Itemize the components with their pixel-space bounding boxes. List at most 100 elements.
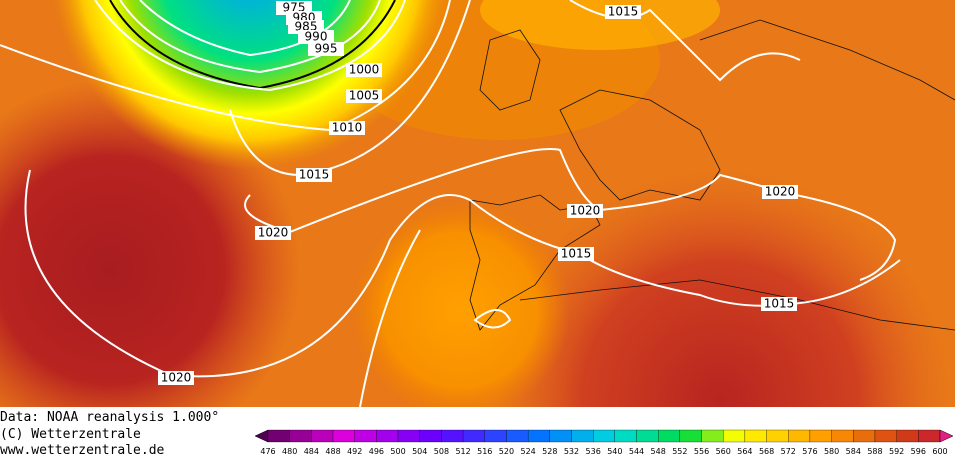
legend-swatch	[484, 429, 507, 443]
legend-label: 580	[824, 447, 839, 456]
legend-swatch	[636, 429, 659, 443]
legend-swatch	[354, 429, 377, 443]
legend-label: 500	[390, 447, 405, 456]
legend-swatch	[593, 429, 615, 443]
isobar-label: 1015	[608, 5, 639, 19]
legend-swatch	[918, 429, 941, 443]
isobar-label: 1020	[161, 371, 192, 385]
coastlines	[469, 19, 955, 331]
website: www.wetterzentrale.de	[0, 443, 165, 457]
isobar-label-box	[298, 30, 334, 44]
isobar-label: 1015	[299, 168, 330, 182]
color-legend: 476 480 484 488 492 496 500 504 508 512 516 520 524 5…	[254, 429, 954, 456]
legend-label: 556	[694, 447, 709, 456]
legend-swatch	[506, 429, 529, 443]
legend-swatch	[679, 429, 702, 443]
isobar-label-box	[158, 371, 194, 385]
map-background	[0, 0, 955, 407]
legend-swatch	[658, 429, 681, 443]
legend-label: 484	[304, 447, 319, 456]
legend-label: 508	[434, 447, 449, 456]
isobar-label: 990	[305, 30, 328, 44]
legend-label: 480	[282, 447, 297, 456]
legend-label: 576	[802, 447, 817, 456]
isobar-label-box	[558, 247, 594, 261]
legend-swatch	[571, 429, 594, 443]
legend-label: 532	[564, 447, 579, 456]
isobar-label: 1010	[332, 121, 363, 135]
legend-swatch	[332, 429, 355, 443]
legend-swatch	[853, 429, 876, 443]
legend-swatch	[723, 429, 746, 443]
legend-label: 544	[629, 447, 644, 456]
isobar-label: 1020	[570, 204, 601, 218]
legend-label: 492	[347, 447, 362, 456]
legend-label: 564	[737, 447, 752, 456]
legend-label: 520	[499, 447, 514, 456]
isobar-label: 1015	[561, 247, 592, 261]
isobar-labels: 9759809859909951000100510101015102010201…	[158, 1, 798, 385]
isobar-label: 1020	[258, 226, 289, 240]
isobar-label-box	[567, 204, 603, 218]
legend-label: 588	[867, 447, 882, 456]
legend-label: 584	[846, 447, 861, 456]
legend-label: 488	[325, 447, 340, 456]
legend-swatch	[267, 429, 290, 443]
legend-swatch	[376, 429, 399, 443]
legend-label: 496	[369, 447, 384, 456]
isobar-label: 1005	[349, 89, 380, 103]
legend-swatch	[614, 429, 637, 443]
legend-label: 540	[607, 447, 622, 456]
isobar-label: 1000	[349, 63, 380, 77]
isobar-label-box	[346, 89, 382, 103]
legend-label: 516	[477, 447, 492, 456]
isobar-label: 995	[315, 42, 338, 56]
legend-swatch	[874, 429, 897, 443]
legend-swatch	[896, 429, 919, 443]
legend-label: 572	[781, 447, 796, 456]
legend-swatch	[549, 429, 572, 443]
legend-label: 568	[759, 447, 774, 456]
legend-swatch	[289, 429, 312, 443]
copyright: (C) Wetterzentrale	[0, 427, 141, 442]
legend-label: 536	[586, 447, 601, 456]
legend-label: 592	[889, 447, 904, 456]
legend-arrow-right	[939, 429, 954, 443]
legend-swatch	[397, 429, 420, 443]
legend-swatch	[527, 429, 550, 443]
legend-swatch	[809, 429, 832, 443]
legend-swatch	[462, 429, 485, 443]
legend-swatch	[744, 429, 767, 443]
legend-swatch	[441, 429, 464, 443]
legend-swatch	[311, 429, 334, 443]
legend-label: 548	[651, 447, 666, 456]
legend-swatch	[766, 429, 789, 443]
isobar-label-box	[761, 297, 797, 311]
isobar-label-box	[255, 226, 291, 240]
legend-swatch	[831, 429, 854, 443]
legend-label: 600	[932, 447, 947, 456]
legend-label: 476	[260, 447, 275, 456]
isobar-label: 1020	[765, 185, 796, 199]
isobar-label-box	[308, 42, 344, 56]
footer: Data: NOAA reanalysis 1.000° (C) Wetterz…	[0, 410, 219, 457]
isobar-label-box	[329, 121, 365, 135]
legend-label: 512	[455, 447, 470, 456]
isobar-label-box	[605, 5, 641, 19]
legend-label: 528	[542, 447, 557, 456]
legend-swatch	[701, 429, 724, 443]
legend-swatch	[788, 429, 811, 443]
legend-label: 524	[520, 447, 535, 456]
legend-label: 596	[911, 447, 926, 456]
legend-label: 552	[672, 447, 687, 456]
legend-label: 504	[412, 447, 427, 456]
isobar-label: 1015	[764, 297, 795, 311]
legend-label: 560	[716, 447, 731, 456]
isobar-label-box	[762, 185, 798, 199]
legend-swatch	[419, 429, 442, 443]
isobar-label-box	[346, 63, 382, 77]
legend-arrow-left	[254, 429, 269, 443]
data-source: Data: NOAA reanalysis 1.000°	[0, 410, 219, 425]
